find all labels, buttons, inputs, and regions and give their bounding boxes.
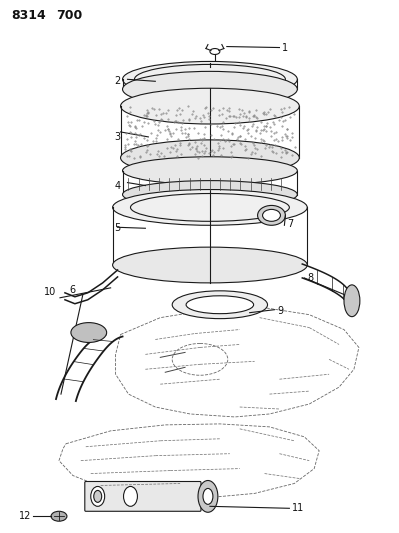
Ellipse shape: [186, 296, 254, 313]
Ellipse shape: [120, 140, 299, 176]
Text: 8: 8: [307, 273, 313, 283]
Ellipse shape: [122, 157, 297, 184]
FancyBboxPatch shape: [85, 481, 201, 511]
Ellipse shape: [344, 285, 360, 317]
Ellipse shape: [172, 291, 267, 319]
Text: 7: 7: [287, 219, 294, 229]
Text: 12: 12: [19, 511, 31, 521]
Ellipse shape: [202, 76, 218, 82]
Ellipse shape: [124, 487, 137, 506]
Ellipse shape: [122, 181, 297, 208]
Text: 2: 2: [114, 76, 120, 86]
Ellipse shape: [198, 481, 218, 512]
Text: 10: 10: [44, 287, 56, 297]
Ellipse shape: [120, 88, 299, 124]
Text: 1: 1: [282, 43, 288, 53]
Ellipse shape: [71, 322, 107, 343]
Ellipse shape: [263, 209, 280, 221]
Ellipse shape: [94, 490, 102, 502]
Text: 700: 700: [56, 9, 82, 22]
Text: 4: 4: [115, 181, 120, 191]
Text: 8314: 8314: [11, 9, 46, 22]
Ellipse shape: [122, 71, 297, 107]
Ellipse shape: [203, 488, 213, 504]
Ellipse shape: [113, 247, 307, 283]
Ellipse shape: [51, 511, 67, 521]
Ellipse shape: [113, 190, 307, 225]
Text: 6: 6: [70, 285, 76, 295]
Text: 11: 11: [292, 503, 304, 513]
Text: 3: 3: [115, 132, 120, 142]
Ellipse shape: [122, 61, 297, 97]
Text: 5: 5: [114, 223, 120, 233]
Ellipse shape: [210, 49, 220, 54]
Text: 9: 9: [277, 306, 284, 316]
Ellipse shape: [91, 487, 105, 506]
Ellipse shape: [258, 205, 285, 225]
